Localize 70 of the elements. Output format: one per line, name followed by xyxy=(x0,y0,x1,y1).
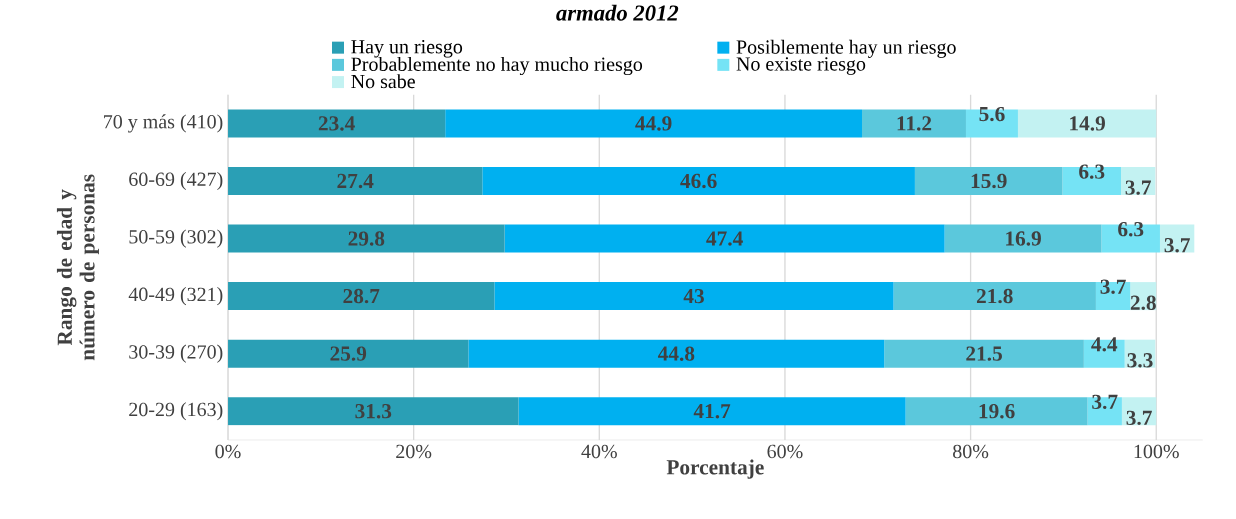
bar xyxy=(944,224,1102,253)
x-tick-label: 100% xyxy=(1134,444,1179,459)
data-label: 5.6 xyxy=(979,107,1005,122)
legend-label: Hay un riesgo xyxy=(351,40,463,58)
data-label: 6.3 xyxy=(1118,222,1144,237)
data-label: 3.7 xyxy=(1164,238,1190,253)
bar xyxy=(228,109,446,138)
data-label: 6.3 xyxy=(1079,164,1105,180)
data-label: 31.3 xyxy=(355,404,392,419)
bar xyxy=(482,167,915,196)
data-label: 46.6 xyxy=(680,173,717,189)
data-label: 14.9 xyxy=(1070,116,1105,131)
data-label: 15.9 xyxy=(971,173,1007,189)
bar xyxy=(1017,109,1157,138)
data-label: 23.4 xyxy=(318,116,355,131)
x-tick-label: 20% xyxy=(396,444,432,459)
bar xyxy=(468,339,885,368)
y-tick-label: 30-39 (270) xyxy=(129,344,223,363)
data-label: 44.8 xyxy=(657,346,695,362)
bar xyxy=(228,339,469,368)
data-label: 2.8 xyxy=(1130,295,1156,311)
bar xyxy=(518,397,906,426)
data-label: 21.5 xyxy=(966,346,1002,362)
data-label: 11.2 xyxy=(897,116,932,131)
bar xyxy=(1101,224,1160,253)
bar xyxy=(228,397,519,426)
data-label: 41.7 xyxy=(693,404,731,419)
bar xyxy=(965,109,1018,138)
bar xyxy=(905,397,1088,426)
data-label: 47.4 xyxy=(706,231,743,246)
x-tick-label: 0% xyxy=(215,444,241,459)
y-tick-label: 60-69 (427) xyxy=(129,172,223,191)
bar xyxy=(228,167,483,196)
data-label: 43 xyxy=(683,289,704,304)
legend-label: No existe riesgo xyxy=(736,57,866,75)
x-tick-label: 80% xyxy=(953,444,989,459)
data-label: 3.7 xyxy=(1125,180,1151,196)
data-label: 29.8 xyxy=(348,231,385,246)
data-label: 3.7 xyxy=(1100,279,1126,295)
bar xyxy=(884,339,1084,368)
bar xyxy=(914,167,1063,196)
bar xyxy=(445,109,862,138)
bar xyxy=(1083,339,1125,368)
legend-label: No sabe xyxy=(351,74,415,89)
data-label: 3.7 xyxy=(1092,394,1118,410)
bar xyxy=(862,109,966,138)
y-tick-label: 70 y más (410) xyxy=(104,114,223,133)
x-tick-label: 40% xyxy=(581,444,617,459)
bar xyxy=(893,282,1096,311)
bar xyxy=(504,224,945,253)
x-tick-label: 60% xyxy=(767,444,803,459)
bar xyxy=(228,224,505,253)
chart-title: armado 2012 xyxy=(556,4,679,21)
data-label: 44.9 xyxy=(635,116,672,131)
x-axis-title: Porcentaje xyxy=(666,459,764,479)
data-label: 16.9 xyxy=(1006,231,1041,246)
y-tick-label: 20-29 (163) xyxy=(129,402,223,421)
data-label: 25.9 xyxy=(330,346,367,362)
data-label: 28.7 xyxy=(343,289,380,304)
data-label: 4.4 xyxy=(1091,337,1118,352)
data-label: 3.7 xyxy=(1126,410,1152,426)
data-label: 21.8 xyxy=(976,289,1013,304)
data-label: 3.3 xyxy=(1127,353,1153,368)
bar xyxy=(228,282,495,311)
data-label: 27.4 xyxy=(337,173,374,189)
y-tick-label: 50-59 (302) xyxy=(129,229,223,248)
data-label: 19.6 xyxy=(979,404,1015,419)
y-axis-title: Rango de edad y número de personas xyxy=(56,174,99,361)
y-tick-label: 40-49 (321) xyxy=(128,287,223,306)
bar xyxy=(494,282,894,311)
